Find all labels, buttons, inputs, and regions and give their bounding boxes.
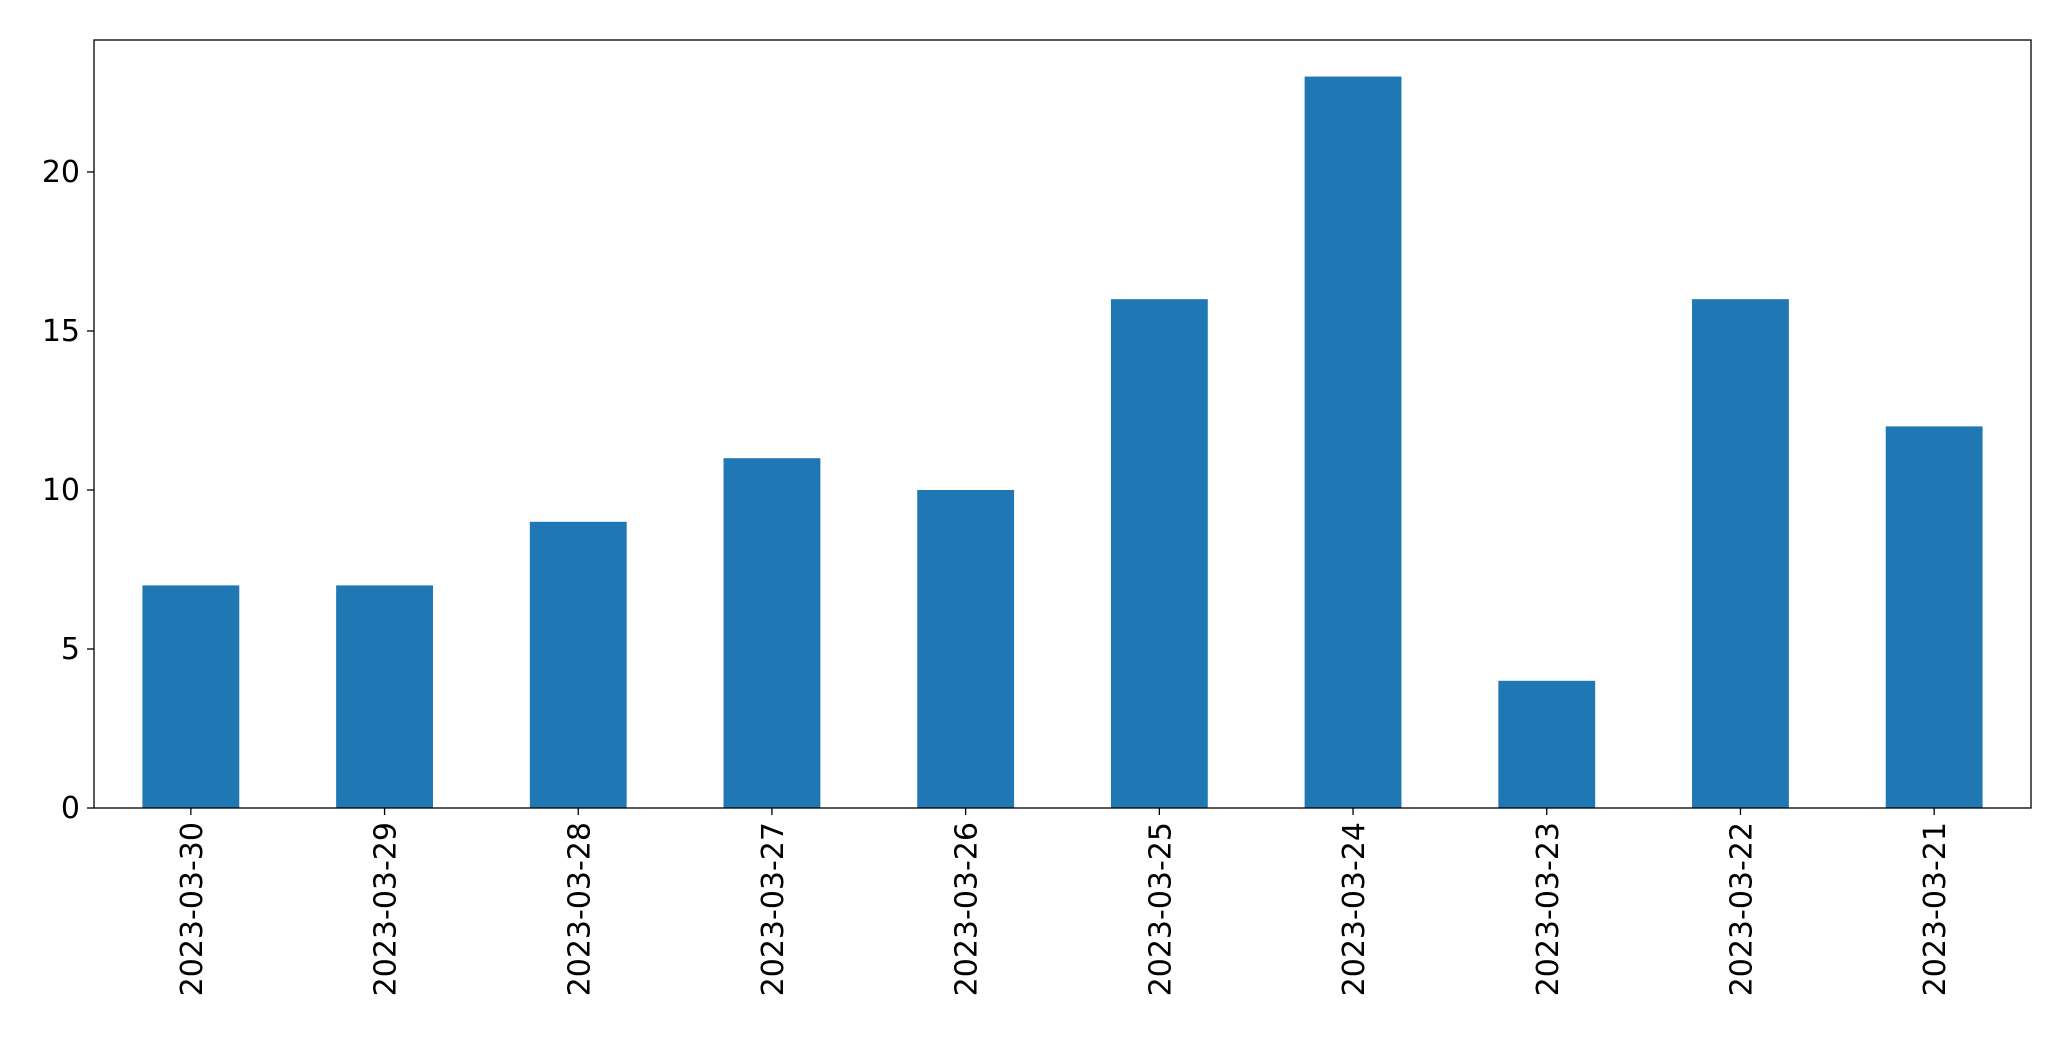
y-tick-label: 10: [42, 473, 80, 508]
x-tick-label: 2023-03-21: [1918, 822, 1953, 996]
y-tick-label: 15: [42, 314, 80, 349]
x-tick-label: 2023-03-23: [1531, 822, 1566, 996]
bar: [529, 521, 627, 808]
x-tick-label: 2023-03-28: [562, 822, 597, 996]
bar: [1692, 299, 1789, 808]
bar: [1110, 299, 1208, 808]
x-tick-label: 2023-03-30: [175, 822, 210, 996]
y-tick-label: 0: [61, 791, 80, 826]
x-tick-label: 2023-03-25: [1143, 822, 1178, 996]
x-tick-label: 2023-03-29: [369, 822, 404, 996]
x-tick-label: 2023-03-27: [756, 822, 791, 996]
bar: [1498, 680, 1596, 808]
x-tick-label: 2023-03-26: [950, 822, 985, 996]
bar: [1304, 76, 1402, 809]
bar: [1885, 426, 1983, 808]
bar: [336, 585, 433, 808]
bar: [917, 489, 1015, 808]
x-tick-label: 2023-03-22: [1724, 822, 1759, 996]
bar: [723, 458, 821, 808]
y-tick-label: 5: [61, 632, 80, 667]
x-tick-label: 2023-03-24: [1337, 822, 1372, 996]
plot-frame: [93, 39, 2032, 809]
bar: [142, 585, 240, 808]
y-tick-label: 20: [42, 155, 80, 190]
